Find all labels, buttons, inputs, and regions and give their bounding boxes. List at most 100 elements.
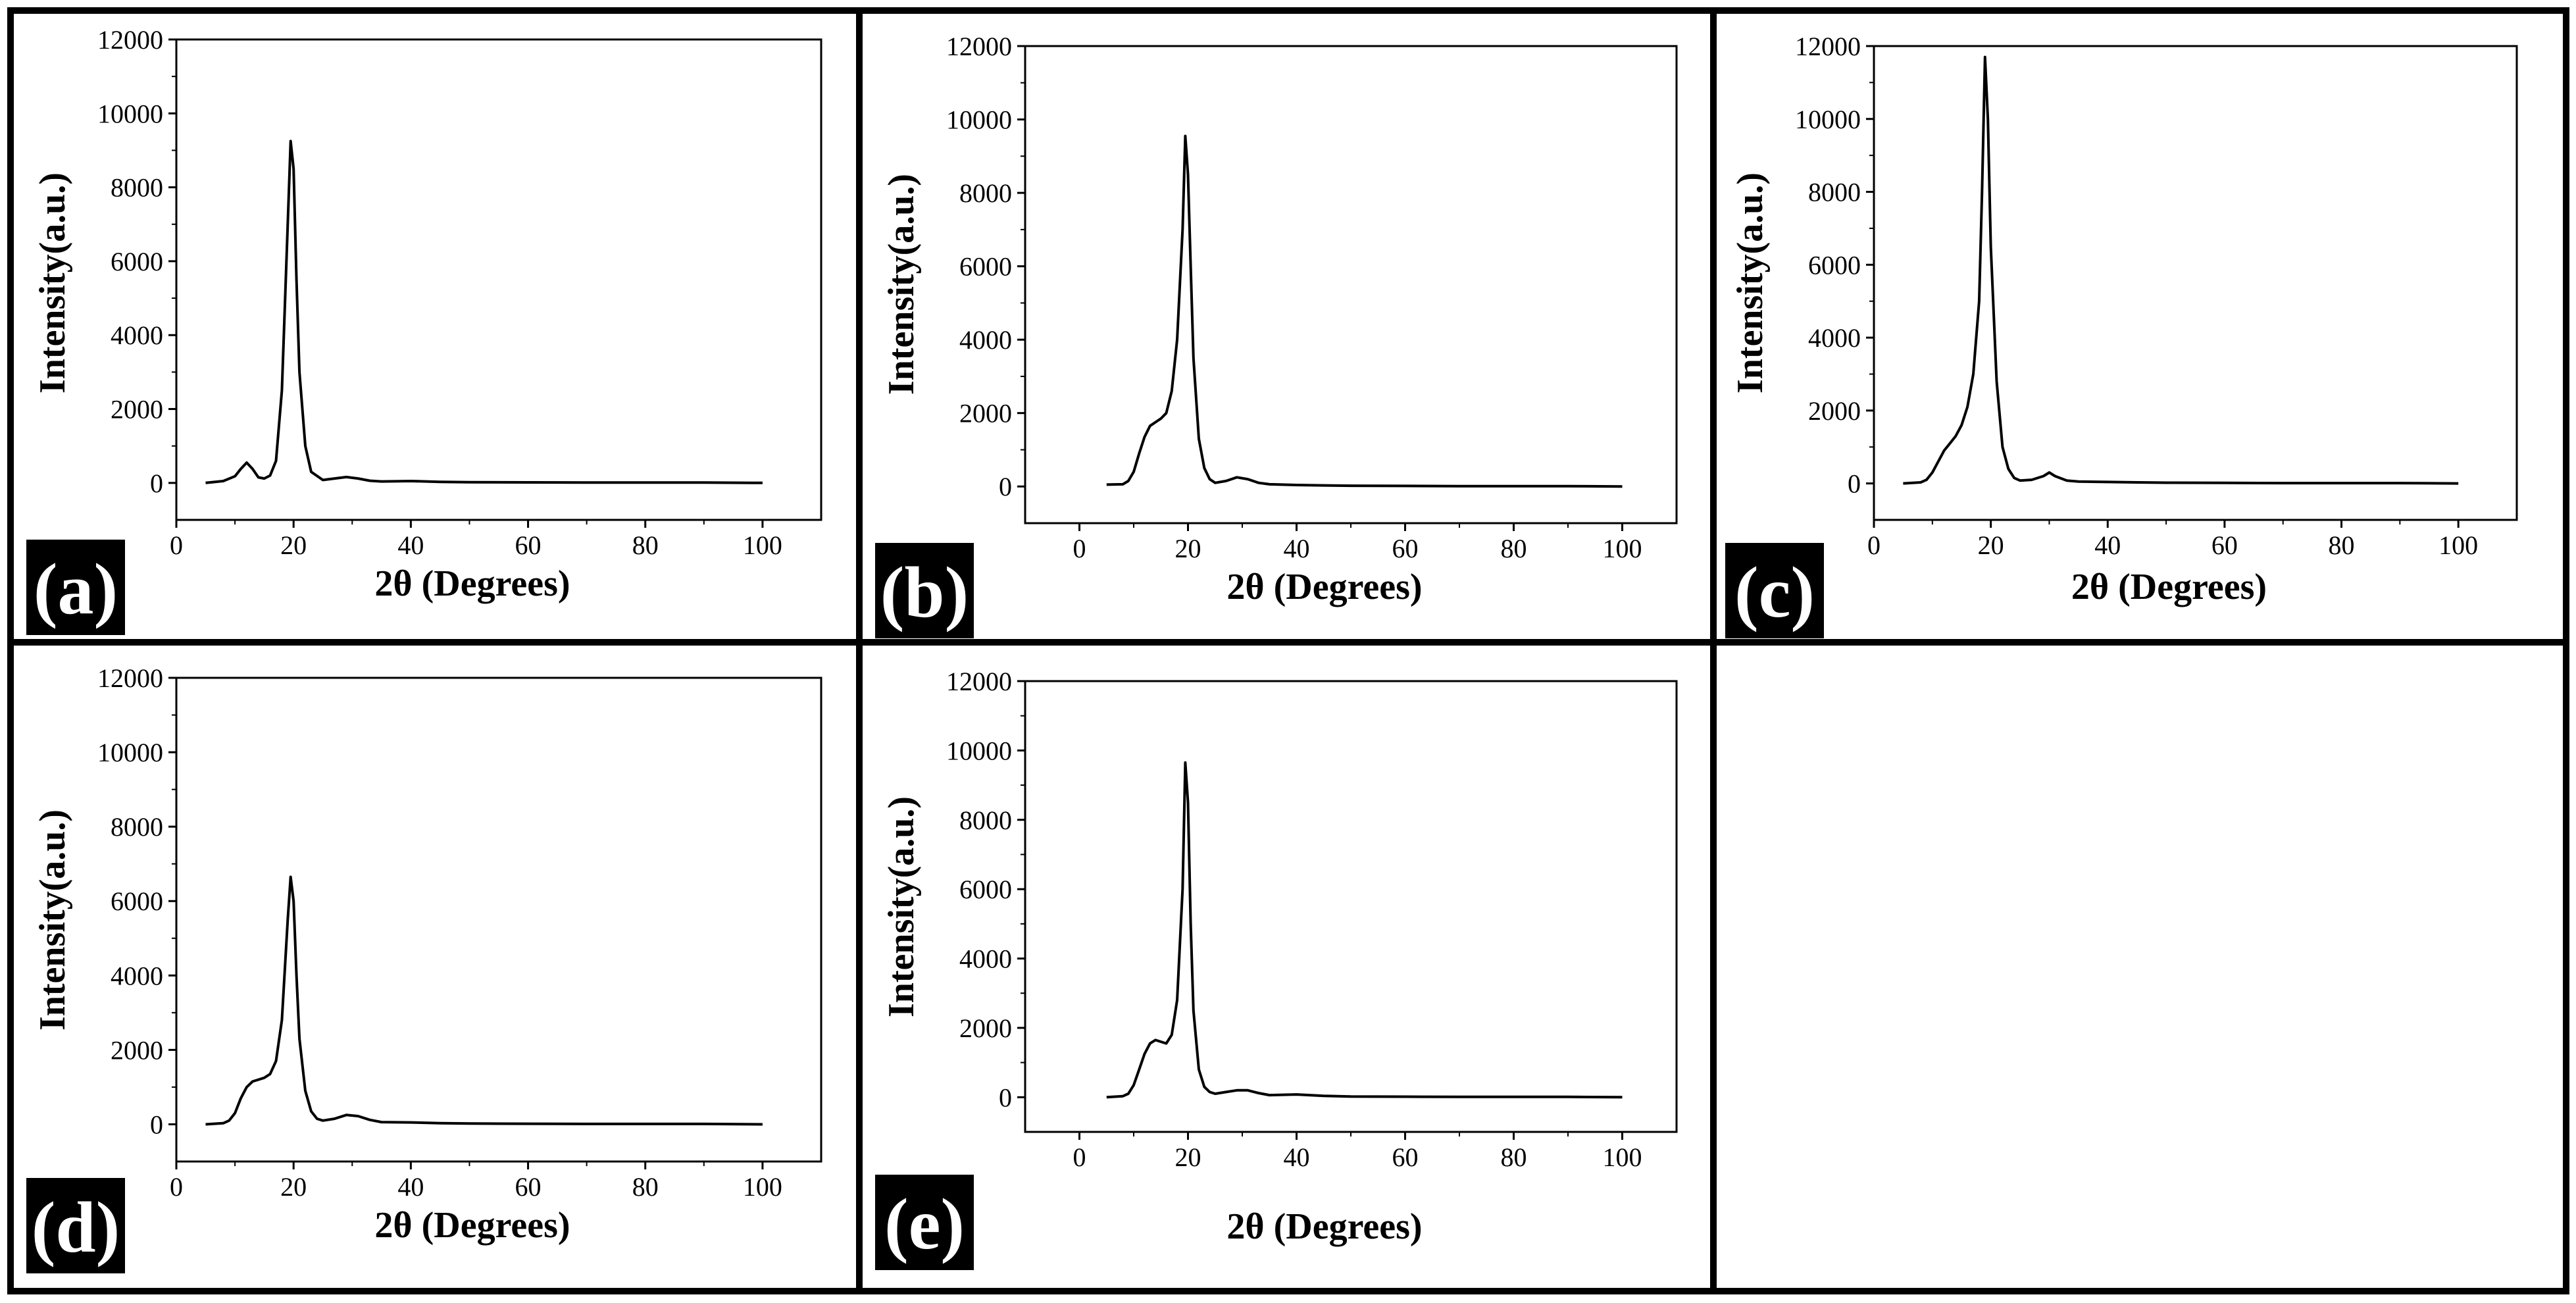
y-tick-label: 4000 [1808, 323, 1861, 353]
y-tick-label: 8000 [959, 178, 1012, 208]
y-tick-label: 10000 [97, 738, 163, 767]
series-line-d [205, 875, 763, 1126]
y-tick-label: 0 [150, 469, 163, 498]
x-tick-label: 40 [1284, 534, 1310, 563]
panel-label: (c) [1734, 552, 1815, 632]
panel-label: (b) [880, 552, 969, 632]
x-tick-label: 0 [1073, 1142, 1086, 1172]
y-tick-label: 2000 [111, 1035, 163, 1065]
x-tick-label: 40 [1284, 1142, 1310, 1172]
plot-frame [1024, 45, 1678, 524]
x-tick-label: 40 [2094, 530, 2121, 560]
panel-label-box [26, 540, 125, 635]
x-tick-label: 80 [1501, 534, 1527, 563]
x-tick-label: 80 [632, 530, 659, 560]
y-axis-title: Intensity(a.u.) [1730, 172, 1771, 394]
plot-frame [175, 38, 822, 521]
y-tick-label: 8000 [959, 805, 1012, 835]
panel-label: (d) [32, 1187, 120, 1267]
x-tick-label: 60 [515, 530, 542, 560]
x-axis-title: 2θ (Degrees) [374, 1205, 570, 1246]
y-tick-label: 12000 [97, 663, 163, 693]
chart-c: 0 2000 4000 6000 8000 10000 12000 0 20 40 60 80 100 2… [1725, 32, 2518, 638]
x-tick-label: 100 [743, 1172, 782, 1202]
x-tick-label: 20 [1175, 534, 1201, 563]
panel-label-box [875, 543, 974, 638]
x-tick-label: 100 [743, 530, 782, 560]
plot-frame [1873, 45, 2518, 521]
y-tick-label: 0 [150, 1110, 163, 1139]
y-tick-label: 4000 [959, 325, 1012, 355]
chart-d: 0 2000 4000 6000 8000 10000 12000 0 20 40 60 80 100 2… [26, 663, 822, 1273]
y-tick-label: 0 [1848, 469, 1861, 499]
x-tick-label: 100 [1603, 534, 1642, 563]
y-tick-label: 10000 [946, 105, 1012, 135]
panel-label: (e) [884, 1184, 965, 1264]
panel-label: (a) [34, 549, 118, 629]
x-tick-label: 100 [1603, 1142, 1642, 1172]
x-tick-label: 20 [280, 1172, 307, 1202]
x-tick-label: 60 [1392, 534, 1419, 563]
x-tick-label: 40 [397, 530, 424, 560]
series-line-c [1903, 55, 2459, 485]
y-axis-title: Intensity(a.u.) [881, 174, 922, 395]
x-tick-label: 20 [1978, 530, 2004, 560]
panel-borders [7, 7, 2569, 1294]
x-tick-label: 20 [280, 530, 307, 560]
y-tick-label: 6000 [111, 247, 163, 276]
y-tick-label: 0 [999, 472, 1012, 501]
y-tick-label: 8000 [111, 173, 163, 203]
chart-e: 0 2000 4000 6000 8000 10000 12000 0 20 40 60 80 100 2… [875, 667, 1678, 1270]
y-axis-title: Intensity(a.u.) [881, 796, 922, 1017]
y-tick-label: 12000 [946, 667, 1012, 696]
y-tick-label: 4000 [111, 961, 163, 990]
series-line-a [205, 140, 763, 484]
y-tick-label: 6000 [111, 886, 163, 916]
x-tick-label: 60 [1392, 1142, 1419, 1172]
x-tick-label: 80 [2329, 530, 2355, 560]
x-tick-label: 40 [397, 1172, 424, 1202]
y-tick-label: 0 [999, 1083, 1012, 1112]
y-tick-label: 12000 [946, 32, 1012, 61]
x-tick-label: 80 [1501, 1142, 1527, 1172]
y-tick-label: 12000 [1795, 32, 1861, 61]
series-line-b [1106, 134, 1623, 488]
chart-b: 0 2000 4000 6000 8000 10000 12000 0 20 40 60 80 100 2… [875, 32, 1678, 638]
x-axis-title: 2θ (Degrees) [374, 563, 570, 604]
y-tick-label: 12000 [97, 25, 163, 55]
series-line-e [1106, 761, 1623, 1099]
x-axis-title: 2θ (Degrees) [1226, 1206, 1422, 1247]
x-axis-title: 2θ (Degrees) [2071, 567, 2267, 607]
x-tick-label: 60 [515, 1172, 542, 1202]
y-tick-label: 8000 [1808, 178, 1861, 207]
x-tick-label: 0 [1073, 534, 1086, 563]
y-tick-label: 8000 [111, 812, 163, 842]
x-tick-label: 100 [2438, 530, 2478, 560]
y-tick-label: 10000 [946, 736, 1012, 765]
x-tick-label: 0 [170, 530, 183, 560]
y-tick-label: 4000 [111, 320, 163, 350]
panel-label-box [875, 1175, 974, 1270]
x-tick-label: 80 [632, 1172, 659, 1202]
x-tick-label: 0 [170, 1172, 183, 1202]
panel-label-box [26, 1178, 125, 1273]
y-tick-label: 10000 [97, 99, 163, 128]
x-tick-label: 60 [2211, 530, 2238, 560]
panel-label-box [1725, 543, 1824, 638]
x-tick-label: 20 [1175, 1142, 1201, 1172]
y-tick-label: 6000 [959, 252, 1012, 282]
y-tick-label: 2000 [959, 1013, 1012, 1043]
panel-border-empty [1710, 639, 2569, 1294]
x-axis-title: 2θ (Degrees) [1226, 567, 1422, 607]
y-axis-title: Intensity(a.u.) [32, 809, 73, 1031]
y-axis-title: Intensity(a.u.) [32, 172, 73, 394]
plot-frame [175, 677, 822, 1163]
x-tick-label: 0 [1867, 530, 1881, 560]
y-tick-label: 4000 [959, 944, 1012, 974]
y-tick-label: 2000 [959, 399, 1012, 428]
y-tick-label: 6000 [1808, 250, 1861, 280]
plot-frame [1024, 680, 1678, 1133]
y-tick-label: 10000 [1795, 105, 1861, 134]
